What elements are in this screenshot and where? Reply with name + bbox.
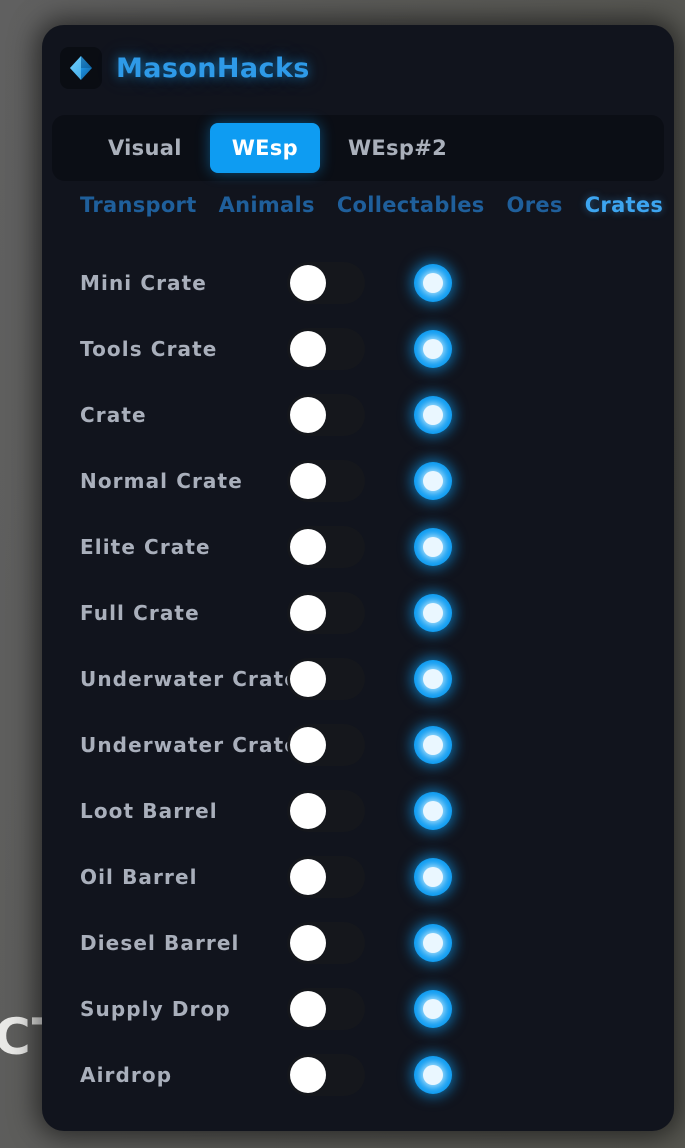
option-indicator-radio[interactable] <box>414 1056 452 1094</box>
indicator-core <box>423 933 443 953</box>
indicator-core <box>423 999 443 1019</box>
toggle-knob <box>290 463 326 499</box>
option-indicator-radio[interactable] <box>414 528 452 566</box>
category-crates[interactable]: Crates <box>584 193 664 217</box>
option-toggle-switch[interactable] <box>287 856 365 898</box>
toggle-knob <box>290 397 326 433</box>
option-row-label: Normal Crate <box>80 469 243 493</box>
indicator-core <box>423 669 443 689</box>
indicator-core <box>423 1065 443 1085</box>
category-transport[interactable]: Transport <box>80 193 197 217</box>
category-animals[interactable]: Animals <box>218 193 315 217</box>
toggle-knob <box>290 925 326 961</box>
option-row: Loot Barrel <box>42 778 674 844</box>
option-indicator-radio[interactable] <box>414 264 452 302</box>
indicator-core <box>423 405 443 425</box>
option-row-label: Crate <box>80 403 147 427</box>
indicator-core <box>423 471 443 491</box>
option-row-label: Supply Drop <box>80 997 231 1021</box>
tab-wesp[interactable]: WEsp <box>209 123 320 173</box>
option-toggle-switch[interactable] <box>287 328 365 370</box>
option-toggle-switch[interactable] <box>287 262 365 304</box>
option-indicator-radio[interactable] <box>414 726 452 764</box>
option-row-label: Airdrop <box>80 1063 173 1087</box>
option-toggle-switch[interactable] <box>287 922 365 964</box>
masonhacks-cheat-panel: MasonHacks Visual WEsp WEsp#2 Transport … <box>42 25 674 1131</box>
option-indicator-radio[interactable] <box>414 924 452 962</box>
gem-diamond-icon <box>60 47 102 89</box>
option-toggle-switch[interactable] <box>287 592 365 634</box>
option-row-label: Loot Barrel <box>80 799 218 823</box>
option-toggle-switch[interactable] <box>287 394 365 436</box>
tab-bar: Visual WEsp WEsp#2 <box>52 115 664 181</box>
toggle-knob <box>290 727 326 763</box>
option-row: Airdrop <box>42 1042 674 1108</box>
crates-option-list: Mini Crate Tools Crate Crate Normal Crate El… <box>42 250 674 1108</box>
toggle-knob <box>290 991 326 1027</box>
option-row-label: Underwater Crate <box>80 667 299 691</box>
indicator-core <box>423 867 443 887</box>
option-toggle-switch[interactable] <box>287 988 365 1030</box>
category-collectables[interactable]: Collectables <box>336 193 485 217</box>
option-toggle-switch[interactable] <box>287 526 365 568</box>
panel-header: MasonHacks <box>42 25 674 111</box>
tab-visual[interactable]: Visual <box>108 136 182 160</box>
indicator-core <box>423 273 443 293</box>
toggle-knob <box>290 859 326 895</box>
option-row-label: Oil Barrel <box>80 865 198 889</box>
app-title: MasonHacks <box>116 52 310 84</box>
option-row: Underwater Crate <box>42 712 674 778</box>
toggle-knob <box>290 661 326 697</box>
option-row: Mini Crate <box>42 250 674 316</box>
option-indicator-radio[interactable] <box>414 990 452 1028</box>
category-nav: Transport Animals Collectables Ores Crat… <box>42 193 674 217</box>
toggle-knob <box>290 793 326 829</box>
option-indicator-radio[interactable] <box>414 330 452 368</box>
option-row: Full Crate <box>42 580 674 646</box>
option-indicator-radio[interactable] <box>414 462 452 500</box>
option-row-label: Mini Crate <box>80 271 207 295</box>
toggle-knob <box>290 265 326 301</box>
option-row-label: Full Crate <box>80 601 200 625</box>
option-row-label: Diesel Barrel <box>80 931 240 955</box>
option-toggle-switch[interactable] <box>287 658 365 700</box>
toggle-knob <box>290 1057 326 1093</box>
option-toggle-switch[interactable] <box>287 1054 365 1096</box>
option-row-label: Tools Crate <box>80 337 218 361</box>
option-row: Crate <box>42 382 674 448</box>
tab-wesp2[interactable]: WEsp#2 <box>347 136 448 160</box>
toggle-knob <box>290 529 326 565</box>
option-indicator-radio[interactable] <box>414 792 452 830</box>
option-row: Normal Crate <box>42 448 674 514</box>
option-toggle-switch[interactable] <box>287 460 365 502</box>
option-row: Diesel Barrel <box>42 910 674 976</box>
indicator-core <box>423 537 443 557</box>
category-ores[interactable]: Ores <box>506 193 563 217</box>
option-indicator-radio[interactable] <box>414 660 452 698</box>
option-toggle-switch[interactable] <box>287 724 365 766</box>
option-indicator-radio[interactable] <box>414 396 452 434</box>
toggle-knob <box>290 331 326 367</box>
option-row: Underwater Crate <box>42 646 674 712</box>
option-toggle-switch[interactable] <box>287 790 365 832</box>
option-row: Oil Barrel <box>42 844 674 910</box>
toggle-knob <box>290 595 326 631</box>
option-row: Elite Crate <box>42 514 674 580</box>
option-row-label: Elite Crate <box>80 535 211 559</box>
option-indicator-radio[interactable] <box>414 858 452 896</box>
option-row: Tools Crate <box>42 316 674 382</box>
indicator-core <box>423 339 443 359</box>
indicator-core <box>423 801 443 821</box>
option-row-label: Underwater Crate <box>80 733 299 757</box>
indicator-core <box>423 603 443 623</box>
indicator-core <box>423 735 443 755</box>
option-indicator-radio[interactable] <box>414 594 452 632</box>
option-row: Supply Drop <box>42 976 674 1042</box>
